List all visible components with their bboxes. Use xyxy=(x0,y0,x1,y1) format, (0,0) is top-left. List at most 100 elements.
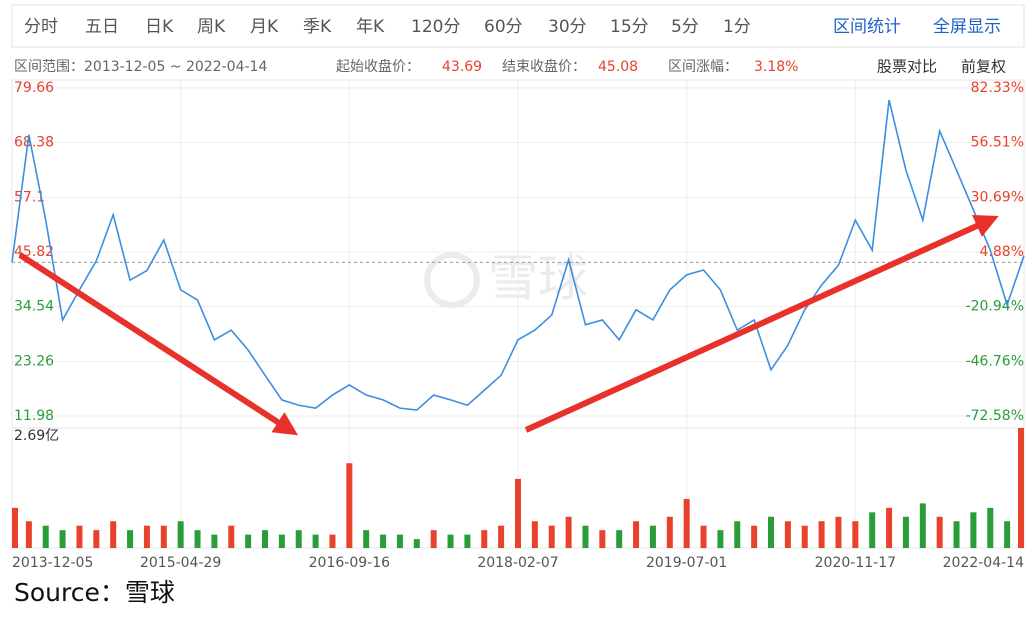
y2-tick-label: -46.76% xyxy=(966,353,1024,369)
action[interactable]: 区间统计 xyxy=(833,17,901,37)
volume-bar xyxy=(295,530,302,548)
volume-bar xyxy=(160,525,167,548)
range: 区间范围：2013-12-05 ~ 2022-04-14 xyxy=(14,58,267,75)
tab[interactable]: 月K xyxy=(250,17,279,37)
volume-bar xyxy=(329,534,336,548)
volume-bar xyxy=(869,512,876,548)
y2-tick-label: -72.58% xyxy=(966,408,1024,424)
volume-bar xyxy=(346,463,353,548)
change-label: 区间涨幅： xyxy=(668,59,738,75)
source: Source：雪球 xyxy=(14,578,175,607)
volume-bar xyxy=(42,525,49,548)
volume-bar xyxy=(616,530,623,548)
volume-bar xyxy=(211,534,218,548)
volume-bar xyxy=(447,534,454,548)
volume-bar xyxy=(312,534,319,548)
x-tick-label: 2016-09-16 xyxy=(309,555,390,571)
x-tick-label: 2015-04-29 xyxy=(140,555,221,571)
x-tick-label: 2013-12-05 xyxy=(12,555,93,571)
volume-bar xyxy=(784,521,791,548)
volume-tick-label: 2.69亿 xyxy=(14,428,59,444)
volume-bar xyxy=(380,534,387,548)
action[interactable]: 全屏显示 xyxy=(933,17,1001,37)
volume-bar xyxy=(768,516,774,548)
toolbar xyxy=(11,4,1025,48)
volume-bar xyxy=(700,525,707,548)
volume-bar xyxy=(278,534,285,548)
y-tick-label: 79.66 xyxy=(14,80,54,96)
watermark: 雪球 xyxy=(424,250,588,308)
x-tick-label: 2022-04-14 xyxy=(943,555,1024,571)
volume-bar xyxy=(262,530,268,548)
volume-bar xyxy=(93,530,100,548)
volume-bar xyxy=(396,534,403,548)
volume-bar xyxy=(245,534,252,548)
volume-bar xyxy=(987,507,994,548)
compare[interactable]: 股票对比 xyxy=(877,58,937,76)
y2-tick-label: 4.88% xyxy=(980,244,1024,260)
tab[interactable]: 季K xyxy=(303,17,332,37)
volume-bar xyxy=(12,507,18,548)
tab[interactable]: 日K xyxy=(145,17,174,37)
tab[interactable]: 年K xyxy=(356,17,385,37)
volume-bar xyxy=(717,530,724,548)
tab[interactable]: 120分 xyxy=(411,17,460,37)
adjust[interactable]: 前复权 xyxy=(961,58,1006,76)
volume-bar xyxy=(143,525,150,548)
x-tick-label: 2019-07-01 xyxy=(646,555,727,571)
volume-bar xyxy=(194,530,201,548)
y-tick-label: 34.54 xyxy=(14,299,54,315)
volume-bar xyxy=(1018,428,1024,548)
volume-bar xyxy=(413,539,420,548)
volume-bar xyxy=(228,525,235,548)
volume-bar xyxy=(801,525,808,548)
tab[interactable]: 五日 xyxy=(85,17,119,37)
arrow-down xyxy=(18,252,299,436)
volume-bar xyxy=(498,525,505,548)
y2-tick-label: -20.94% xyxy=(966,299,1024,315)
volume-bar xyxy=(481,530,488,548)
volume-bar xyxy=(515,478,521,548)
volume-bar xyxy=(464,534,471,548)
volume-bar xyxy=(919,503,926,548)
tab[interactable]: 周K xyxy=(197,17,226,37)
tab[interactable]: 15分 xyxy=(610,17,649,37)
volume-bar xyxy=(363,530,370,548)
volume-bar xyxy=(633,521,640,548)
y2-tick-label: 82.33% xyxy=(971,80,1024,96)
volume-bar xyxy=(818,521,825,548)
volume-bar xyxy=(936,516,943,548)
tab[interactable]: 5分 xyxy=(671,17,699,37)
volume-bar xyxy=(76,525,83,548)
price-line xyxy=(11,99,1025,411)
x-tick-label: 2018-02-07 xyxy=(477,555,558,571)
y2-tick-label: 30.69% xyxy=(971,189,1024,205)
start-label: 起始收盘价： xyxy=(336,58,420,75)
tab[interactable]: 60分 xyxy=(484,17,523,37)
volume-bar xyxy=(751,525,758,548)
volume-bar xyxy=(25,521,32,548)
volume-bar xyxy=(886,507,893,548)
volume-bar xyxy=(548,525,555,548)
y2-tick-label: 56.51% xyxy=(971,135,1024,151)
volume-bar xyxy=(835,516,842,548)
volume-bar xyxy=(430,530,437,548)
x-tick-label: 2020-11-17 xyxy=(815,555,896,571)
volume-bar xyxy=(1004,521,1011,548)
tab[interactable]: 分时 xyxy=(24,17,58,37)
volume-bar xyxy=(649,525,656,548)
end-label: 结束收盘价： xyxy=(502,58,586,75)
volume-bar xyxy=(970,512,977,548)
volume-bar xyxy=(852,521,859,548)
volume-bar xyxy=(59,530,66,548)
volume-bar xyxy=(582,525,589,548)
volume-bar xyxy=(531,521,538,548)
tab[interactable]: 30分 xyxy=(548,17,587,37)
tab[interactable]: 1分 xyxy=(723,17,751,37)
watermark-text: 雪球 xyxy=(488,250,588,308)
y-tick-label: 23.26 xyxy=(14,353,54,369)
volume-bar xyxy=(599,530,606,548)
volume-bar xyxy=(110,521,117,548)
y-tick-label: 68.38 xyxy=(14,135,54,151)
